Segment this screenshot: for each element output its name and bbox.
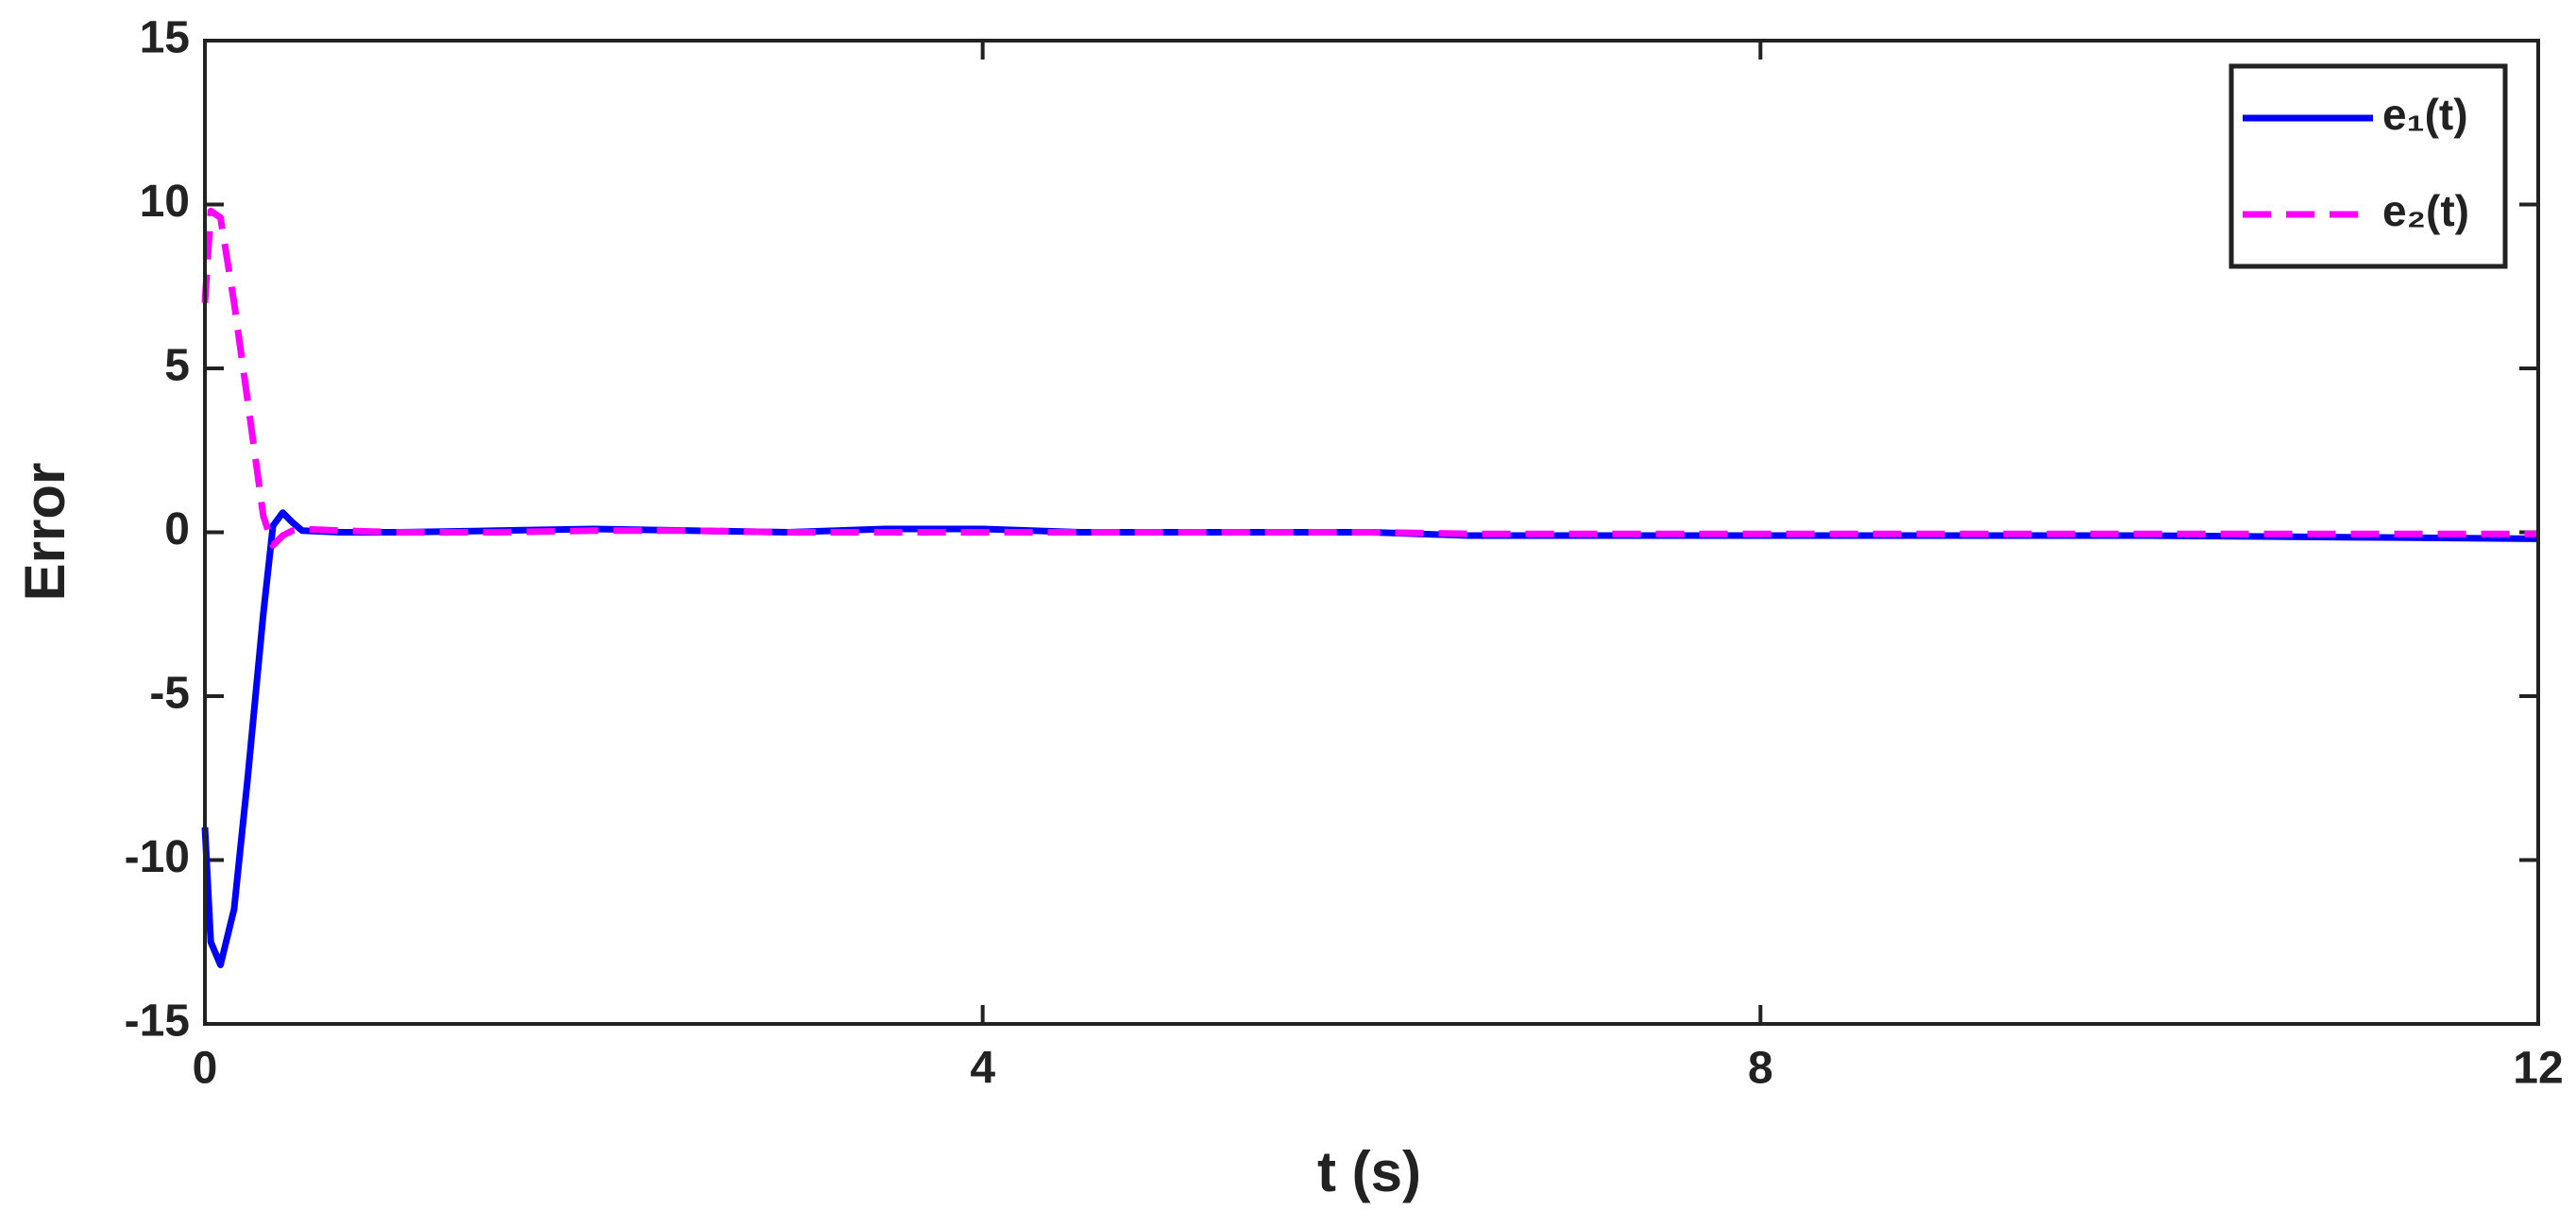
legend-box	[2229, 63, 2508, 269]
y-tick-label: -10	[125, 832, 190, 882]
series-line	[201, 207, 2538, 549]
y-tick-label: 15	[140, 13, 190, 63]
series-line	[201, 509, 2539, 968]
y-tick-label: 10	[140, 177, 190, 227]
y-tick-label: -15	[125, 997, 190, 1047]
x-axis-label: t (s)	[1317, 1140, 1421, 1203]
y-axis-label: Error	[13, 463, 76, 602]
x-tick-label: 8	[1748, 1044, 1773, 1094]
plot-frame	[203, 39, 2540, 1026]
legend-label: e₁(t)	[2382, 90, 2468, 139]
x-tick-label: 12	[2513, 1044, 2563, 1094]
legend-label: e₂(t)	[2382, 186, 2469, 235]
x-tick-label: 0	[193, 1044, 218, 1094]
y-tick-label: 0	[164, 504, 190, 554]
y-tick-label: 5	[164, 341, 190, 391]
y-tick-label: -5	[149, 669, 190, 719]
x-tick-label: 4	[970, 1044, 995, 1094]
